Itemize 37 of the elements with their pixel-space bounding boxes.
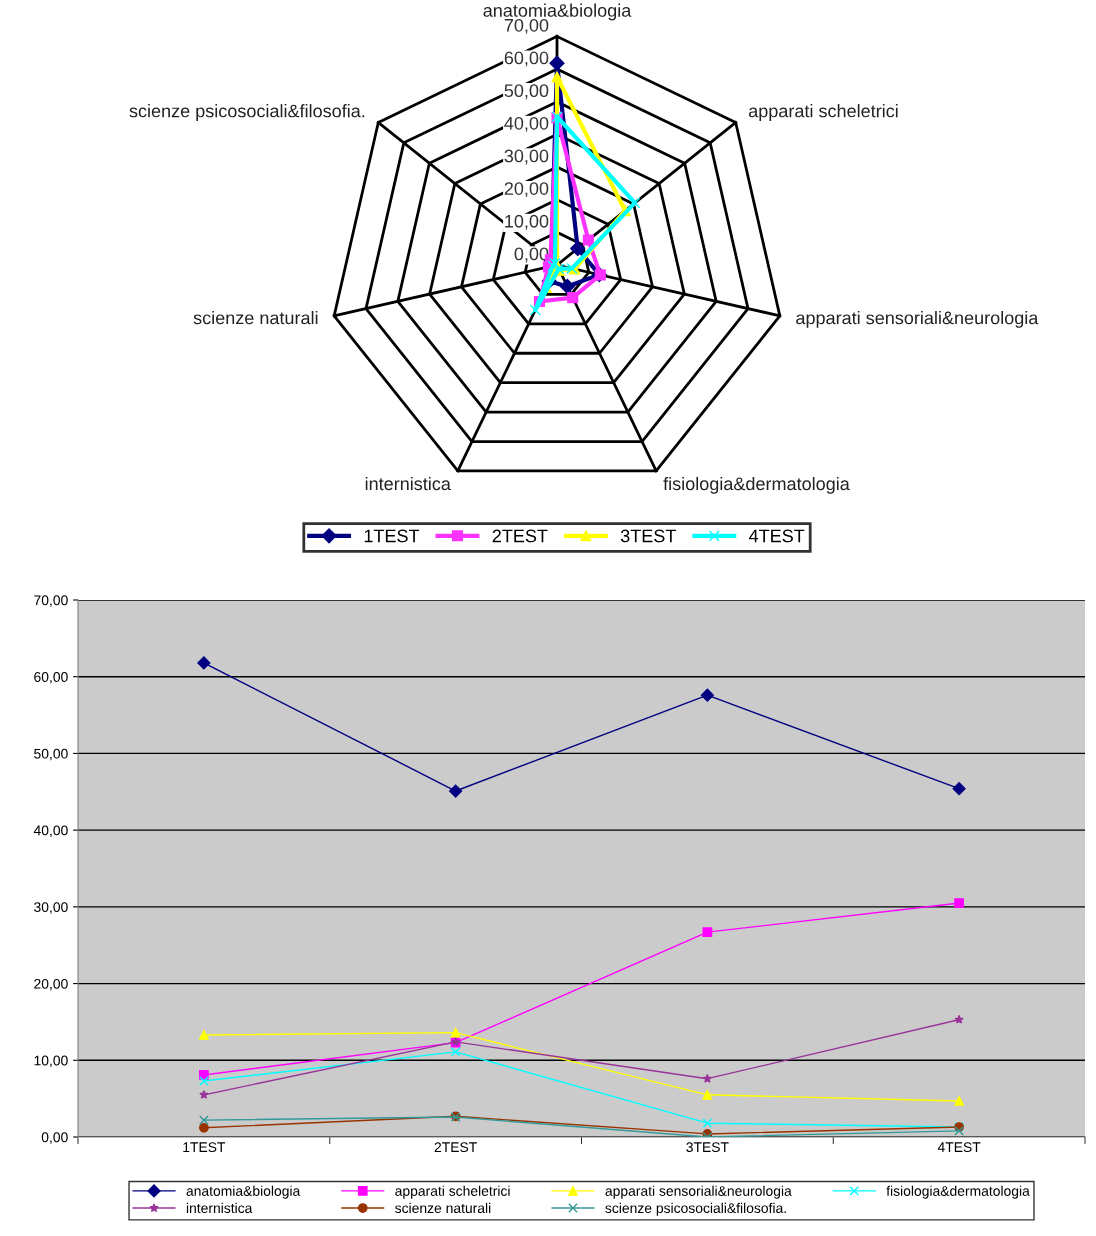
legend-label: 3TEST — [620, 529, 676, 543]
y-tick-label: 30,00 — [34, 902, 68, 914]
legend-label: anatomia&biologia — [186, 1185, 301, 1199]
y-tick-label: 50,00 — [504, 84, 549, 100]
legend-label: scienze psicosociali&filosofia. — [605, 1202, 786, 1216]
x-tick-label: 3TEST — [686, 1142, 729, 1153]
y-tick-label: 60,00 — [504, 51, 549, 67]
y-tick-label: 30,00 — [504, 149, 549, 165]
y-tick-label: 10,00 — [505, 214, 549, 230]
y-tick-label: 0,00 — [41, 1132, 68, 1144]
spoke-label: apparati scheletrici — [748, 104, 898, 121]
spoke-label: apparati sensoriali&neurologia — [796, 311, 1039, 328]
y-tick-label: 40,00 — [33, 825, 68, 837]
legend-label: 4TEST — [749, 529, 805, 543]
legend-label: apparati sensoriali&neurologia — [605, 1185, 792, 1199]
spoke-label: internistica — [365, 476, 451, 491]
x-tick-label: 4TEST — [937, 1142, 981, 1153]
y-tick-label: 70,00 — [504, 18, 549, 34]
y-tick-label: 50,00 — [34, 748, 68, 761]
y-tick-label: 10,00 — [34, 1055, 68, 1068]
x-tick-label: 1TEST — [183, 1142, 226, 1153]
spoke-label: scienze naturali — [193, 311, 318, 325]
y-tick-label: 60,00 — [34, 672, 68, 684]
spoke-label: fisiologia&dermatologia — [663, 476, 850, 494]
spoke-label: anatomia&biologia — [483, 3, 632, 21]
spoke-label: scienze psicosociali&filosofia. — [129, 104, 365, 121]
y-tick-label: 20,00 — [504, 182, 549, 198]
legend-label: 1TEST — [364, 529, 420, 543]
legend-label: 2TEST — [492, 529, 548, 543]
x-tick-label: 2TEST — [434, 1142, 477, 1153]
legend-label: apparati scheletrici — [395, 1185, 510, 1199]
legend-label: scienze naturali — [395, 1202, 491, 1214]
legend-label: internistica — [186, 1202, 253, 1214]
y-tick-label: 40,00 — [504, 116, 549, 132]
y-tick-label: 70,00 — [34, 595, 68, 607]
y-tick-label: 20,00 — [34, 978, 68, 991]
legend-label: fisiologia&dermatologia — [886, 1185, 1030, 1199]
